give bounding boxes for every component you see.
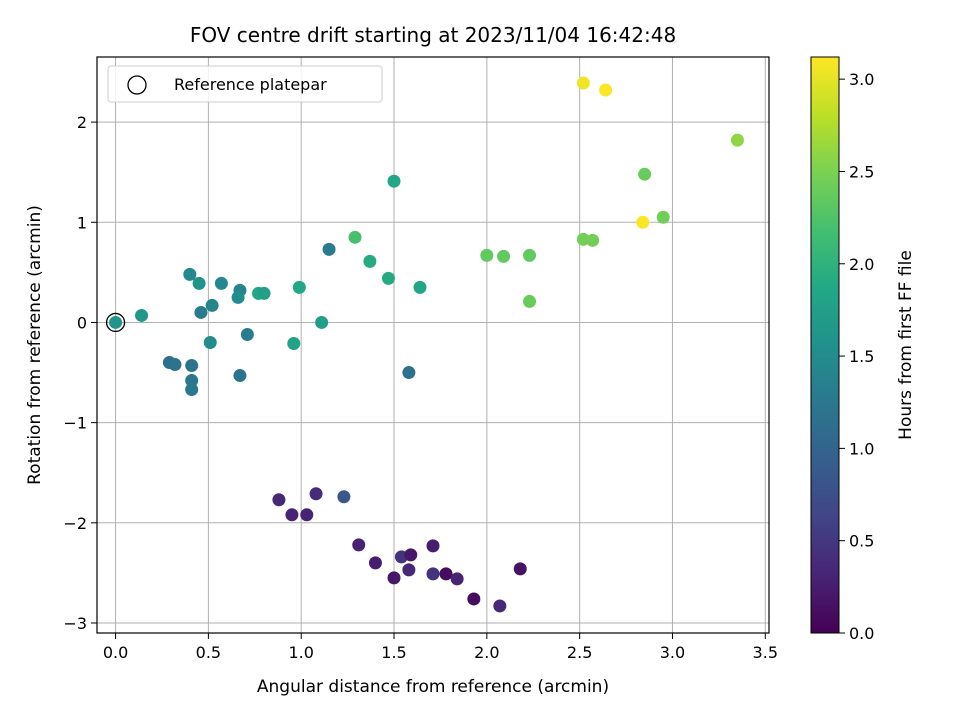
- scatter-point: [337, 490, 351, 504]
- y-axis-ticks: −3 −2 −1 0 1 2: [63, 113, 97, 633]
- scatter-point: [426, 567, 440, 581]
- scatter-point: [309, 487, 323, 501]
- scatter-point: [231, 290, 245, 304]
- scatter-point: [513, 562, 527, 576]
- y-axis-label: Rotation from reference (arcmin): [25, 205, 45, 485]
- y-tick-label: 2: [77, 113, 87, 132]
- scatter-point: [426, 539, 440, 553]
- scatter-point: [450, 572, 464, 586]
- y-tick-label: −1: [63, 414, 87, 433]
- x-tick-label: 0.0: [103, 643, 128, 662]
- y-tick-label: −3: [63, 614, 87, 633]
- y-tick-label: −2: [63, 514, 87, 533]
- scatter-point: [300, 508, 314, 522]
- reference-marker-group: [105, 312, 126, 333]
- scatter-point: [404, 548, 418, 562]
- scatter-point: [586, 233, 600, 247]
- x-tick-label: 2.0: [474, 643, 499, 662]
- scatter-point: [183, 267, 197, 281]
- scatter-point: [257, 286, 271, 300]
- scatter-point: [636, 215, 650, 229]
- colorbar-tick-label: 0.5: [849, 532, 874, 551]
- scatter-point: [656, 210, 670, 224]
- colorbar-tick-label: 2.0: [849, 255, 874, 274]
- colorbar: 0.0 0.5 1.0 1.5 2.0 2.5 3.0 Hours from first F…: [810, 56, 916, 643]
- scatter-point: [203, 335, 217, 349]
- scatter-point: [523, 248, 537, 262]
- scatter-point: [322, 242, 336, 256]
- scatter-point: [467, 592, 481, 606]
- scatter-point: [730, 133, 744, 147]
- legend-reference-marker: [127, 75, 147, 95]
- x-tick-label: 1.0: [288, 643, 313, 662]
- scatter-point: [192, 276, 206, 290]
- scatter-point: [287, 336, 301, 350]
- scatter-point: [413, 280, 427, 294]
- colorbar-tick-label: 2.5: [849, 162, 874, 181]
- colorbar-tick-label: 0.0: [849, 624, 874, 643]
- x-axis-label: Angular distance from reference (arcmin): [257, 677, 609, 697]
- scatter-point: [292, 280, 306, 294]
- scatter-point: [185, 374, 199, 388]
- scatter-point: [576, 76, 590, 90]
- x-tick-label: 0.5: [196, 643, 221, 662]
- scatter-point: [497, 249, 511, 263]
- scatter-point: [599, 83, 613, 97]
- colorbar-tick-label: 3.0: [849, 70, 874, 89]
- y-tick-label: 1: [77, 213, 87, 232]
- x-tick-label: 3.0: [660, 643, 685, 662]
- scatter-points: [109, 76, 744, 613]
- scatter-point: [638, 167, 652, 181]
- scatter-point: [315, 315, 329, 329]
- scatter-point: [205, 298, 219, 312]
- scatter-point: [168, 358, 182, 372]
- chart-title: FOV centre drift starting at 2023/11/04 …: [190, 23, 676, 47]
- x-axis-ticks: 0.0 0.5 1.0 1.5 2.0 2.5 3.0 3.5: [103, 633, 778, 662]
- scatter-point: [285, 508, 299, 522]
- legend-box: [107, 65, 383, 103]
- scatter-point: [240, 327, 254, 341]
- legend-label: Reference platepar: [174, 75, 327, 94]
- scatter-point: [439, 567, 453, 581]
- scatter-point: [480, 248, 494, 262]
- scatter-point: [233, 369, 247, 383]
- grid-lines: [97, 57, 769, 633]
- scatter-point: [368, 556, 382, 570]
- scatter-point: [135, 308, 149, 322]
- x-tick-label: 3.5: [753, 643, 778, 662]
- scatter-point: [185, 383, 199, 397]
- scatter-point: [214, 276, 228, 290]
- colorbar-tick-label: 1.5: [849, 347, 874, 366]
- scatter-point: [402, 563, 416, 577]
- colorbar-ticks: 0.0 0.5 1.0 1.5 2.0 2.5 3.0: [839, 70, 874, 643]
- scatter-point: [352, 538, 366, 552]
- scatter-point: [523, 294, 537, 308]
- colorbar-gradient: [810, 56, 840, 634]
- x-tick-label: 1.5: [381, 643, 406, 662]
- scatter-point: [363, 254, 377, 268]
- scatter-point: [194, 305, 208, 319]
- colorbar-tick-label: 1.0: [849, 439, 874, 458]
- x-tick-label: 2.5: [567, 643, 592, 662]
- scatter-point: [185, 359, 199, 373]
- scatter-point: [402, 366, 416, 380]
- scatter-point: [387, 174, 401, 188]
- scatter-point: [348, 230, 362, 244]
- scatter-point: [381, 271, 395, 285]
- y-tick-label: 0: [77, 313, 87, 332]
- legend: Reference platepar: [107, 65, 383, 103]
- plot-frame: [96, 56, 770, 634]
- scatter-point: [493, 599, 507, 613]
- scatter-point: [272, 493, 286, 507]
- colorbar-label: Hours from first FF file: [896, 250, 916, 440]
- scatter-point: [387, 571, 401, 585]
- reference-platepar-marker: [105, 312, 126, 333]
- scatter-point: [109, 315, 123, 329]
